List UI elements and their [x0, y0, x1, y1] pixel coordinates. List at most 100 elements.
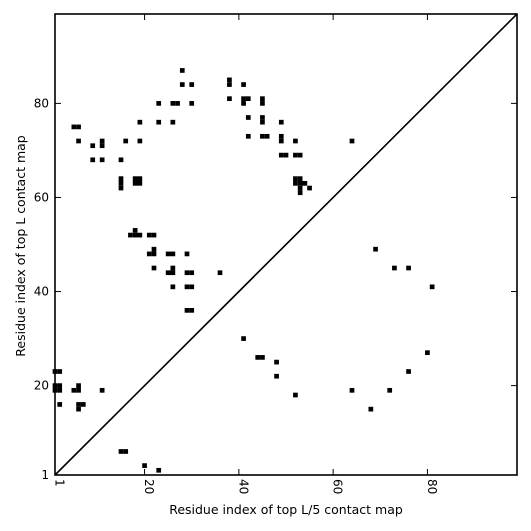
- contact-point: [241, 336, 246, 341]
- contact-point: [165, 251, 171, 257]
- contact-point: [118, 176, 124, 181]
- contact-point: [165, 270, 171, 276]
- x-tick-label: 1: [53, 479, 67, 487]
- contact-point: [297, 152, 303, 158]
- contact-point: [118, 449, 124, 454]
- contact-point: [260, 101, 265, 106]
- contact-point: [179, 68, 185, 73]
- contact-point: [297, 190, 303, 196]
- contact-point: [425, 350, 430, 356]
- contact-point: [241, 96, 246, 102]
- contact-point: [245, 96, 251, 102]
- contact-point: [99, 387, 105, 393]
- contact-point: [184, 251, 190, 257]
- contact-point: [307, 185, 312, 191]
- y-tick-label: 20: [34, 379, 49, 393]
- contact-point: [297, 176, 303, 181]
- contact-point: [260, 115, 265, 120]
- contact-point: [57, 402, 63, 407]
- contact-point: [76, 406, 81, 412]
- contact-point: [189, 101, 195, 106]
- contact-point: [90, 157, 96, 163]
- contact-point: [71, 124, 77, 130]
- contact-point: [260, 133, 265, 139]
- contact-point: [170, 251, 176, 257]
- contact-point: [90, 143, 96, 149]
- contact-point: [151, 251, 157, 257]
- contact-point: [118, 185, 124, 191]
- contact-point: [132, 232, 138, 238]
- contact-point: [387, 387, 393, 393]
- contact-point: [80, 402, 86, 407]
- contact-point: [57, 387, 63, 393]
- contact-point: [274, 373, 279, 379]
- contact-point: [368, 406, 374, 412]
- contact-point: [76, 383, 81, 388]
- contact-point: [118, 157, 124, 163]
- x-axis-label: Residue index of top L/5 contact map: [169, 502, 403, 517]
- x-tick-label: 60: [331, 479, 345, 494]
- contact-point: [99, 138, 105, 144]
- contact-point: [245, 133, 251, 139]
- contact-point: [406, 369, 411, 374]
- contact-point: [146, 251, 152, 257]
- contact-point: [429, 284, 435, 290]
- contact-point: [137, 232, 143, 238]
- contact-point: [76, 138, 81, 144]
- contact-point: [128, 232, 133, 238]
- contact-point: [146, 232, 152, 238]
- contact-point: [189, 82, 195, 87]
- contact-point: [278, 133, 284, 139]
- contact-point: [293, 176, 298, 181]
- contact-point: [57, 369, 63, 374]
- contact-point: [76, 387, 81, 393]
- contact-point: [293, 138, 298, 144]
- contact-point: [151, 232, 157, 238]
- contact-point: [349, 387, 355, 393]
- contact-point: [151, 265, 157, 271]
- contact-point: [260, 355, 265, 360]
- contact-point: [137, 138, 143, 144]
- contact-point: [217, 270, 223, 276]
- y-axis-label: Residue index of top L contact map: [13, 135, 28, 356]
- contact-point: [302, 180, 308, 186]
- contact-point: [278, 138, 284, 144]
- contact-points: [52, 68, 435, 473]
- contact-point: [274, 359, 279, 365]
- contact-point: [264, 133, 270, 139]
- contact-point: [156, 101, 162, 106]
- y-tick-label: 1: [41, 468, 49, 482]
- y-tick-label: 60: [34, 190, 49, 204]
- contact-point: [132, 176, 138, 181]
- contact-point: [392, 265, 397, 271]
- contact-point: [118, 180, 124, 186]
- contact-point: [71, 387, 77, 393]
- y-tick-label: 80: [34, 96, 49, 110]
- contact-point: [170, 270, 176, 276]
- contact-point: [227, 77, 232, 83]
- contact-point: [132, 180, 138, 186]
- contact-point: [297, 185, 303, 191]
- contact-point: [189, 308, 195, 313]
- x-axis-ticks: 1 20 40 60 80: [53, 14, 439, 494]
- contact-point: [179, 82, 185, 87]
- contact-point: [260, 96, 265, 102]
- x-tick-label: 80: [425, 479, 439, 494]
- contact-point: [170, 101, 176, 106]
- plot-frame: [54, 13, 518, 476]
- contact-point: [293, 152, 298, 158]
- contact-point: [76, 402, 81, 407]
- contact-point: [255, 355, 261, 360]
- contact-point: [142, 463, 147, 468]
- contact-point: [283, 152, 289, 158]
- contact-point: [406, 265, 411, 271]
- contact-point: [170, 265, 176, 271]
- contact-point: [137, 119, 143, 125]
- contact-point: [241, 82, 246, 87]
- contact-point: [297, 180, 303, 186]
- x-tick-label: 40: [236, 479, 250, 494]
- contact-point: [260, 119, 265, 125]
- contact-point: [349, 138, 355, 144]
- contact-point: [123, 138, 129, 144]
